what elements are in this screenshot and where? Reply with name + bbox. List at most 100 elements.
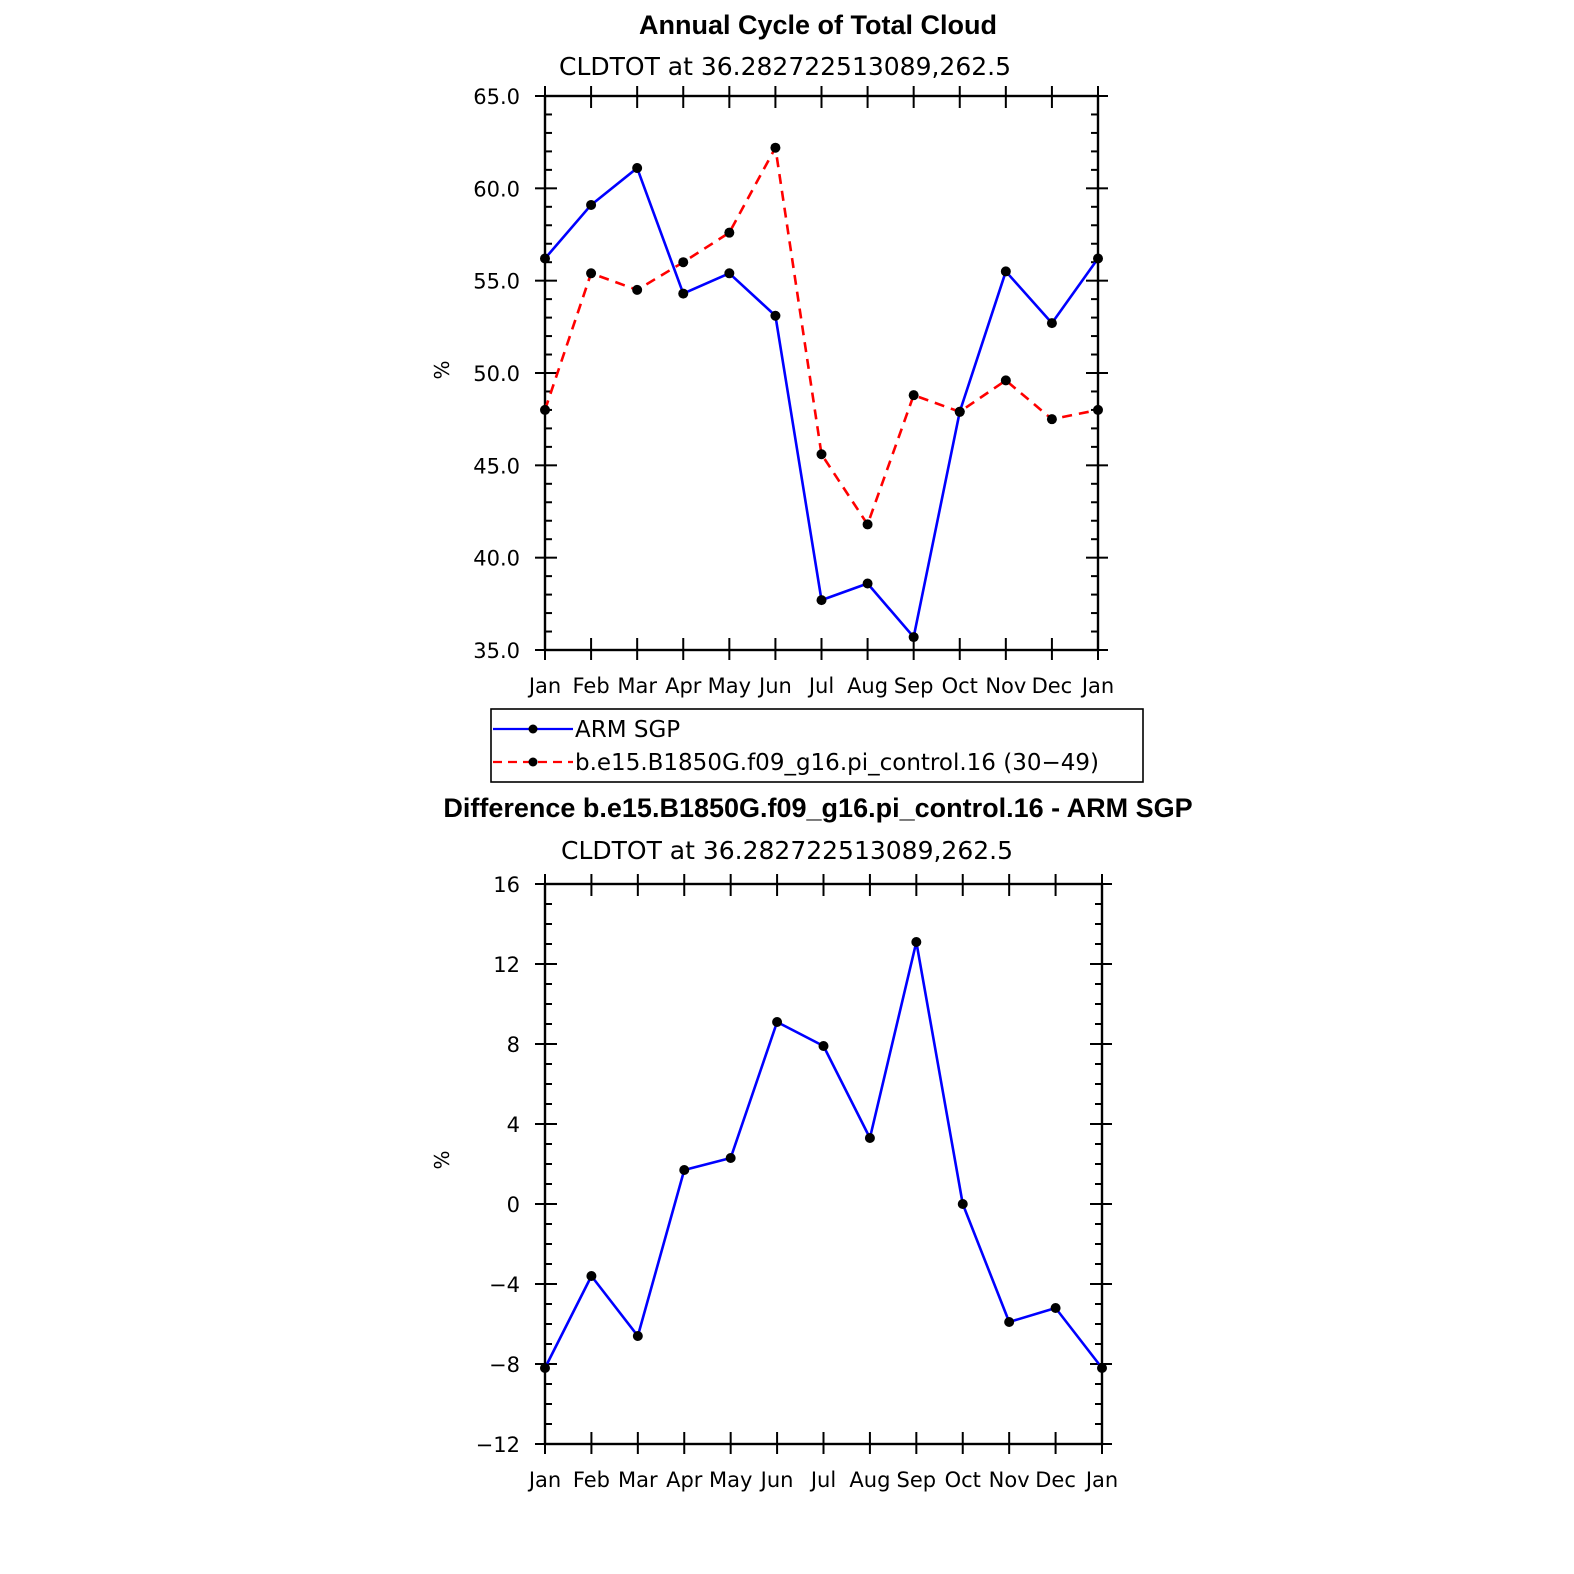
axes: Jan Feb Mar Apr May Jun Jul Aug Sep Oct Nov Dec Jan−… [476, 873, 1119, 1492]
data-point [679, 1165, 690, 1175]
y-tick-label: 45.0 [473, 454, 520, 478]
data-point [772, 1017, 783, 1027]
x-tick-label: Nov [989, 1468, 1030, 1492]
data-point [1093, 404, 1103, 415]
data-point [1046, 414, 1057, 425]
data-point [908, 390, 919, 401]
data-point [725, 1153, 736, 1163]
series-line [544, 166, 1100, 639]
data-point [954, 406, 965, 417]
x-tick-label: Aug [847, 674, 888, 698]
x-tick-label: Jul [809, 1468, 836, 1492]
annual-cycle-panel: Annual Cycle of Total Cloud CLDTOT at 36… [430, 10, 1114, 698]
y-tick-label: 65.0 [473, 85, 520, 109]
x-tick-label: Mar [617, 674, 657, 698]
chart-title: Annual Cycle of Total Cloud [639, 10, 997, 40]
difference-panel: Difference b.e15.B1850G.f09_g16.pi_contr… [430, 793, 1193, 1492]
y-tick-label: 0 [507, 1193, 520, 1217]
data-point [724, 268, 735, 279]
data-point [586, 268, 597, 279]
y-tick-label: 60.0 [473, 177, 520, 201]
x-tick-label: Sep [894, 674, 934, 698]
plot-frame [543, 94, 1100, 652]
x-tick-label: Feb [573, 1468, 610, 1492]
data-point [586, 1271, 597, 1281]
series-layer [540, 142, 1103, 643]
data-point [632, 163, 643, 174]
x-tick-label: Jan [1080, 674, 1114, 698]
x-tick-label: Mar [618, 1468, 658, 1492]
x-tick-label: Aug [849, 1468, 890, 1492]
x-tick-label: May [709, 1468, 752, 1492]
data-point [770, 310, 781, 321]
data-point [540, 253, 550, 264]
x-tick-label: Jun [757, 674, 792, 698]
y-tick-label: 35.0 [473, 639, 520, 663]
x-tick-label: Jan [527, 1468, 561, 1492]
legend-marker-model [528, 757, 538, 767]
plot-frame [543, 882, 1104, 1446]
data-point [1093, 253, 1103, 264]
series-line [543, 146, 1099, 526]
y-tick-label: 16 [493, 873, 520, 897]
data-point [911, 937, 922, 947]
axes: Jan Feb Mar Apr May Jun Jul Aug Sep Oct Nov Dec Jan 3… [473, 85, 1114, 698]
legend-label-model: b.e15.B1850G.f09_g16.pi_control.16 (30−4… [575, 750, 1099, 776]
legend: ARM SGP b.e15.B1850G.f09_g16.pi_control.… [490, 708, 1144, 783]
data-point [632, 1331, 643, 1341]
data-point [1046, 318, 1057, 329]
x-tick-label: Jan [1084, 1468, 1118, 1492]
y-tick-label: −12 [476, 1433, 520, 1457]
x-tick-label: Oct [942, 674, 978, 698]
series-layer [540, 937, 1107, 1373]
x-tick-label: Dec [1032, 674, 1073, 698]
data-point [816, 449, 827, 460]
data-point [862, 519, 873, 530]
y-tick-label: 40.0 [473, 547, 520, 571]
data-point [816, 595, 827, 606]
x-tick-label: Jul [807, 674, 834, 698]
legend-box [490, 708, 1144, 783]
x-tick-label: Dec [1035, 1468, 1076, 1492]
x-tick-label: Sep [897, 1468, 937, 1492]
data-point [1097, 1363, 1107, 1373]
data-point [770, 142, 781, 153]
data-point [862, 578, 873, 589]
y-tick-label: −4 [489, 1273, 520, 1297]
y-tick-label: 55.0 [473, 270, 520, 294]
chart-title: Difference b.e15.B1850G.f09_g16.pi_contr… [443, 793, 1192, 823]
data-point [632, 284, 643, 295]
data-point [957, 1199, 968, 1209]
data-point [540, 1363, 550, 1373]
x-tick-label: Jan [527, 674, 561, 698]
y-tick-label: −8 [489, 1353, 520, 1377]
y-axis-label: % [430, 360, 454, 379]
y-tick-label: 8 [507, 1033, 520, 1057]
x-tick-label: Oct [945, 1468, 981, 1492]
data-point [678, 288, 689, 299]
legend-marker-arm-sgp [528, 724, 538, 734]
legend-label-arm-sgp: ARM SGP [575, 717, 680, 743]
data-point [1000, 266, 1011, 277]
x-tick-label: Apr [666, 1468, 703, 1492]
y-tick-label: 50.0 [473, 362, 520, 386]
x-tick-label: Apr [665, 674, 702, 698]
chart-subtitle: CLDTOT at 36.282722513089,262.5 [561, 836, 1013, 865]
data-point [818, 1041, 829, 1051]
data-point [540, 404, 550, 415]
data-point [678, 257, 689, 268]
y-tick-label: 12 [493, 953, 520, 977]
series-line [543, 940, 1104, 1369]
chart-subtitle: CLDTOT at 36.282722513089,262.5 [559, 52, 1011, 81]
data-point [864, 1133, 875, 1143]
data-point [724, 227, 735, 238]
x-tick-label: Jun [759, 1468, 794, 1492]
y-tick-label: 4 [507, 1113, 520, 1137]
x-tick-label: May [708, 674, 751, 698]
x-tick-label: Feb [572, 674, 609, 698]
data-point [586, 199, 597, 210]
data-point [1050, 1303, 1061, 1313]
data-point [908, 632, 919, 643]
data-point [1004, 1317, 1015, 1327]
